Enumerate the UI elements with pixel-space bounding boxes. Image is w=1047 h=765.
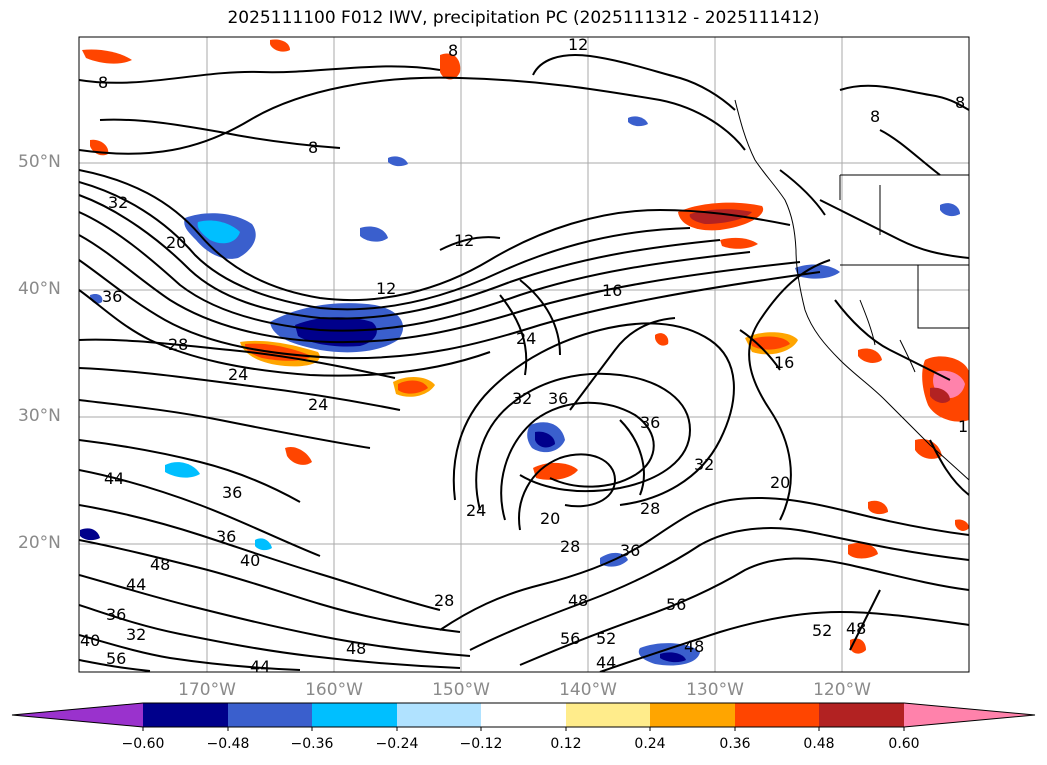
colorbar-segment	[566, 703, 650, 727]
lat-label: 30°N	[18, 406, 61, 426]
contour-label: 48	[568, 591, 588, 610]
contour-label: 8	[308, 138, 318, 157]
colorbar	[11, 702, 1036, 731]
lon-label: 150°W	[432, 680, 490, 700]
contour-label: 16	[774, 353, 794, 372]
contour-label: 40	[80, 631, 100, 650]
contour-label: 12	[958, 417, 978, 436]
contour-label: 36	[548, 389, 568, 408]
contour-label: 56	[106, 649, 126, 668]
colorbar-tick-label: −0.60	[121, 736, 165, 752]
contour-label: 40	[240, 551, 260, 570]
contour-label: 28	[640, 499, 660, 518]
colorbar-segment	[143, 703, 228, 727]
contour-label: 36	[102, 287, 122, 306]
contour-label: 24	[228, 365, 248, 384]
contour-label: 44	[250, 657, 270, 676]
lon-label: 160°W	[305, 680, 363, 700]
colorbar-segment	[228, 703, 312, 727]
gridlines	[79, 37, 969, 672]
contour-label: 52	[596, 629, 616, 648]
contour-label: 28	[560, 537, 580, 556]
colorbar-tick-label: 0.12	[550, 736, 582, 752]
colorbar-extend-low	[12, 703, 143, 727]
colorbar-tick-label: 0.36	[719, 736, 751, 752]
lon-label: 130°W	[686, 680, 744, 700]
colorbar-extend-high	[904, 703, 1035, 727]
colorbar-segment	[481, 703, 566, 727]
contour-label: 24	[308, 395, 328, 414]
contour-label: 12	[568, 35, 588, 54]
coastlines	[734, 99, 969, 481]
contour-label: 36	[222, 483, 242, 502]
contour-label: 28	[168, 335, 188, 354]
contour-label: 36	[216, 527, 236, 546]
lat-label: 50°N	[18, 152, 61, 172]
colorbar-segment	[650, 703, 735, 727]
contour-label: 44	[596, 653, 616, 672]
contour-label: 24	[466, 501, 486, 520]
contour-label: 36	[640, 413, 660, 432]
contour-label: 32	[512, 389, 532, 408]
contour-label: 36	[620, 541, 640, 560]
contour-label: 20	[166, 233, 186, 252]
contour-label: 16	[602, 281, 622, 300]
colorbar-tick-label: −0.24	[375, 736, 419, 752]
colorbar-segment	[735, 703, 819, 727]
colorbar-segment	[819, 703, 904, 727]
lat-label: 40°N	[18, 279, 61, 299]
colorbar-segment	[312, 703, 397, 727]
precip-negative-areas	[80, 116, 960, 666]
iwv-contours	[79, 54, 969, 672]
contour-label: 56	[560, 629, 580, 648]
colorbar-tick-label: 0.24	[634, 736, 666, 752]
colorbar-tick-label: 0.48	[803, 736, 835, 752]
contour-label: 44	[104, 469, 124, 488]
contour-label-group: 8 12 8 8 8 8 32 20 36 28 24 24 12 12 16 …	[80, 35, 978, 676]
contour-label: 48	[846, 619, 866, 638]
lon-label: 140°W	[559, 680, 617, 700]
precip-positive-areas	[82, 39, 969, 654]
map-title: 2025111100 F012 IWV, precipitation PC (2…	[227, 8, 820, 28]
contour-label: 8	[448, 41, 458, 60]
contour-label: 12	[376, 279, 396, 298]
contour-label: 52	[812, 621, 832, 640]
contour-label: 32	[126, 625, 146, 644]
contour-label: 48	[346, 639, 366, 658]
contour-label: 44	[126, 575, 146, 594]
contour-label: 24	[516, 329, 536, 348]
colorbar-tick-label: −0.12	[459, 736, 503, 752]
contour-label: 20	[770, 473, 790, 492]
contour-label: 36	[106, 605, 126, 624]
contour-label: 48	[150, 555, 170, 574]
lon-label: 120°W	[813, 680, 871, 700]
contour-label: 28	[434, 591, 454, 610]
contour-label: 32	[108, 193, 128, 212]
plot-frame	[78, 36, 970, 673]
lon-label: 170°W	[178, 680, 236, 700]
contour-label: 8	[870, 107, 880, 126]
contour-label: 56	[666, 595, 686, 614]
contour-label: 20	[540, 509, 560, 528]
contour-label: 48	[684, 637, 704, 656]
contour-label: 12	[454, 231, 474, 250]
colorbar-tick-label: −0.36	[290, 736, 334, 752]
colorbar-segment	[397, 703, 481, 727]
colorbar-tick-label: −0.48	[206, 736, 250, 752]
plot-area	[79, 37, 969, 672]
lat-label: 20°N	[18, 533, 61, 553]
contour-label: 8	[98, 73, 108, 92]
contour-label: 8	[955, 93, 965, 112]
contour-label: 32	[694, 455, 714, 474]
colorbar-tick-label: 0.60	[888, 736, 920, 752]
